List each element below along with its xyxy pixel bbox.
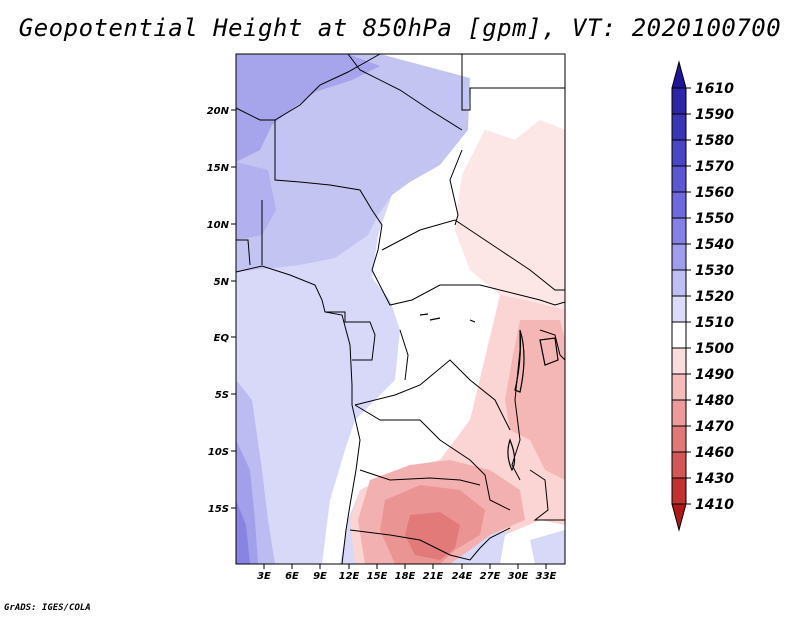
colorbar-segment [671, 139, 687, 167]
colorbar-label: 1540 [695, 237, 734, 253]
colorbar-label: 1470 [695, 419, 734, 435]
colorbar-label: 1590 [695, 107, 734, 123]
colorbar-label: 1460 [695, 445, 734, 461]
lon-label: 15E [367, 571, 388, 582]
colorbar-bottom-arrow [671, 503, 687, 532]
longitude-axis: 3E 6E 9E 12E 15E 18E 21E 24E 27E 30E 33E [257, 564, 557, 582]
colorbar-label: 1560 [695, 185, 734, 201]
colorbar-segment [671, 321, 687, 349]
lon-label: 9E [313, 571, 327, 582]
lon-label: 30E [508, 571, 529, 582]
colorbar-label: 1580 [695, 133, 734, 149]
lat-label: 20N [207, 106, 230, 117]
lat-label: 15N [207, 163, 230, 174]
colorbar-label: 1510 [695, 315, 734, 331]
colorbar: 1610 1590 1580 1570 1560 1550 1540 1530 1520 1510… [671, 60, 734, 532]
colorbar-label: 1610 [695, 81, 734, 97]
credit-text: GrADS: IGES/COLA [4, 603, 91, 613]
colorbar-segment [671, 243, 687, 271]
lon-label: 33E [536, 571, 557, 582]
colorbar-segment [671, 373, 687, 401]
colorbar-segment [671, 269, 687, 297]
colorbar-segment [671, 295, 687, 323]
country-borders [235, 53, 566, 565]
latitude-axis: 20N 15N 10N 5N EQ 5S 10S 15S [207, 106, 236, 515]
colorbar-label: 1430 [695, 471, 734, 487]
colorbar-segment [671, 165, 687, 193]
colorbar-segment [671, 191, 687, 219]
lat-label: 10N [207, 220, 230, 231]
lat-label: 5N [214, 277, 230, 288]
colorbar-label: 1550 [695, 211, 734, 227]
colorbar-segment [671, 399, 687, 427]
lon-label: 3E [257, 571, 271, 582]
height-field [236, 54, 565, 564]
colorbar-label: 1500 [695, 341, 734, 357]
lon-label: 24E [452, 571, 473, 582]
colorbar-segment [671, 425, 687, 453]
colorbar-label: 1490 [695, 367, 734, 383]
colorbar-segment [671, 87, 687, 115]
colorbar-label: 1480 [695, 393, 734, 409]
lat-label: 5S [215, 390, 229, 401]
colorbar-top-arrow [671, 60, 687, 89]
lon-label: 12E [339, 571, 360, 582]
colorbar-segment [671, 217, 687, 245]
colorbar-label: 1520 [695, 289, 734, 305]
lat-label: 15S [208, 504, 229, 515]
lon-label: 6E [285, 571, 299, 582]
lon-label: 21E [423, 571, 444, 582]
map-frame [235, 53, 566, 565]
lat-label: 10S [208, 447, 229, 458]
lakes [419, 313, 559, 472]
lon-label: 27E [480, 571, 501, 582]
colorbar-segment [671, 113, 687, 141]
lat-label: EQ [214, 333, 230, 344]
colorbar-label: 1570 [695, 159, 734, 175]
colorbar-segment [671, 451, 687, 479]
colorbar-segment [671, 347, 687, 375]
colorbar-label: 1530 [695, 263, 734, 279]
colorbar-label: 1410 [695, 497, 734, 513]
colorbar-segment [671, 477, 687, 505]
page-title: Geopotential Height at 850hPa [gpm], VT:… [18, 14, 782, 42]
lon-label: 18E [395, 571, 416, 582]
